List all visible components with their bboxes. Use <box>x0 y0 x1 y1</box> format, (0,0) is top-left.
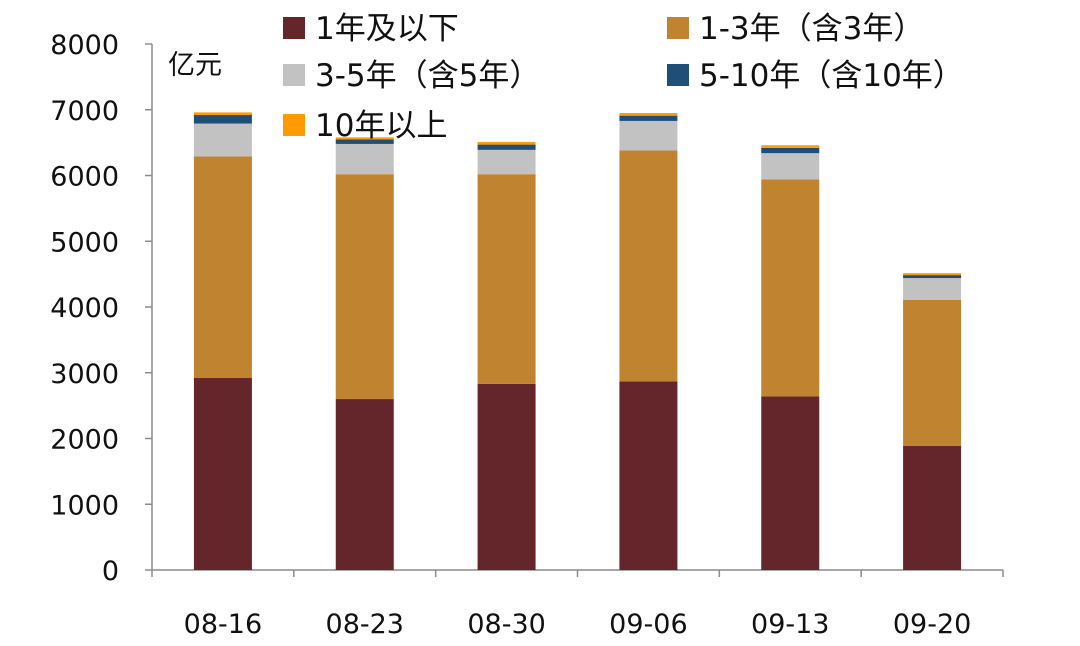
bar-segment-08-23-series-1 <box>335 174 394 400</box>
bar-segment-08-23-series-4 <box>335 137 394 140</box>
legend-label: 3-5年（含5年） <box>315 58 540 94</box>
bar-segment-08-30-series-2 <box>477 149 536 175</box>
bar-segment-09-20-series-1 <box>903 299 962 446</box>
bar-segment-09-13-series-0 <box>761 396 820 570</box>
y-tick-label: 5000 <box>50 227 119 258</box>
y-tick-label: 8000 <box>50 30 119 61</box>
x-tick-label: 08-23 <box>326 609 404 640</box>
bar-segment-09-06-series-0 <box>619 381 678 570</box>
legend-swatch <box>283 64 305 86</box>
bars <box>193 112 962 570</box>
y-unit-label: 亿元 <box>168 50 222 81</box>
bar-segment-09-06-series-4 <box>619 113 678 116</box>
legend-item: 3-5年（含5年） <box>283 58 540 94</box>
legend-item: 1-3年（含3年） <box>667 11 924 47</box>
x-tick-label: 09-06 <box>609 609 687 640</box>
legend-item: 1年及以下 <box>283 11 459 47</box>
bar-segment-08-23-series-2 <box>335 143 394 175</box>
y-tick-label: 0 <box>102 556 119 587</box>
legend-swatch <box>667 17 689 39</box>
bar-segment-09-06-series-2 <box>619 120 678 151</box>
bar-segment-09-13-series-1 <box>761 179 820 397</box>
bar-segment-08-16-series-3 <box>193 115 252 124</box>
bar-segment-08-16-series-0 <box>193 378 252 570</box>
bar-segment-08-23-series-0 <box>335 399 394 570</box>
bar-segment-09-20-series-0 <box>903 445 962 570</box>
bar-segment-08-30-series-3 <box>477 144 536 150</box>
x-tick-label: 09-20 <box>893 609 971 640</box>
legend: 1年及以下 1-3年（含3年） 3-5年（含5年） 5-10年（含10年） 10年以上 <box>283 11 964 144</box>
legend-label: 1年及以下 <box>315 11 459 47</box>
legend-swatch <box>667 64 689 86</box>
y-tick-label: 1000 <box>50 490 119 521</box>
x-tick-label: 08-30 <box>467 609 545 640</box>
x-tick-label: 09-13 <box>751 609 829 640</box>
legend-item: 10年以上 <box>283 108 447 144</box>
legend-label: 1-3年（含3年） <box>699 11 924 47</box>
y-axis: 0 1000 2000 3000 4000 5000 6000 7000 8000 <box>50 30 153 587</box>
bar-segment-09-06-series-3 <box>619 115 678 121</box>
bar-segment-09-20-series-4 <box>903 273 962 276</box>
bar-segment-08-30-series-0 <box>477 383 536 570</box>
bar-segment-09-13-series-3 <box>761 147 820 154</box>
legend-label: 10年以上 <box>315 108 447 144</box>
y-tick-label: 4000 <box>50 293 119 324</box>
y-tick-label: 7000 <box>50 96 119 127</box>
y-tick-label: 2000 <box>50 425 119 456</box>
y-tick-label: 3000 <box>50 359 119 390</box>
bar-segment-08-23-series-3 <box>335 139 394 144</box>
bar-segment-08-16-series-2 <box>193 123 252 157</box>
bar-segment-09-13-series-4 <box>761 145 820 148</box>
bar-segment-08-30-series-4 <box>477 141 536 145</box>
y-tick-label: 6000 <box>50 162 119 193</box>
x-tick-label: 08-16 <box>184 609 262 640</box>
legend-item: 5-10年（含10年） <box>667 58 964 94</box>
bar-segment-08-16-series-4 <box>193 112 252 116</box>
bar-segment-09-06-series-1 <box>619 150 678 382</box>
legend-swatch <box>283 17 305 39</box>
bar-segment-08-30-series-1 <box>477 174 536 384</box>
x-axis: 08-16 08-23 08-30 09-06 09-13 09-20 <box>151 569 1004 640</box>
bar-segment-09-20-series-2 <box>903 278 962 300</box>
legend-swatch <box>283 114 305 136</box>
legend-label: 5-10年（含10年） <box>699 58 964 94</box>
bar-segment-09-13-series-2 <box>761 153 820 180</box>
bar-segment-08-16-series-1 <box>193 156 252 379</box>
bar-segment-09-20-series-3 <box>903 275 962 279</box>
